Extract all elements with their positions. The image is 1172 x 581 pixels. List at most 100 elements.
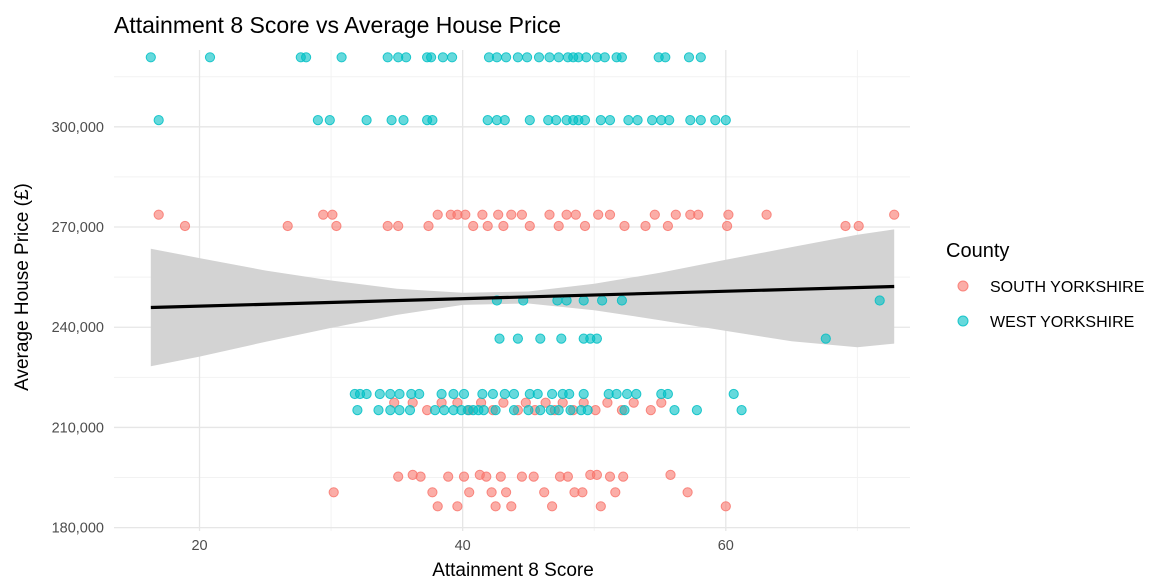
data-point-west-yorkshire — [660, 52, 671, 63]
data-point-south-yorkshire — [486, 487, 497, 498]
data-point-west-yorkshire — [401, 52, 412, 63]
data-point-south-yorkshire — [645, 405, 656, 416]
data-point-west-yorkshire — [578, 295, 589, 306]
data-point-south-yorkshire — [591, 469, 603, 480]
data-point-south-yorkshire — [720, 501, 731, 512]
data-point-west-yorkshire — [683, 52, 695, 63]
data-point-west-yorkshire — [512, 52, 524, 63]
data-point-west-yorkshire — [336, 52, 347, 63]
data-point-west-yorkshire — [582, 405, 593, 416]
data-point-west-yorkshire — [145, 52, 156, 63]
data-point-south-yorkshire — [393, 471, 404, 482]
data-point-west-yorkshire — [553, 405, 564, 416]
data-point-west-yorkshire — [695, 115, 706, 126]
data-point-west-yorkshire — [611, 388, 622, 400]
data-point-south-yorkshire — [452, 501, 463, 512]
data-point-south-yorkshire — [665, 469, 676, 480]
data-point-west-yorkshire — [439, 405, 450, 416]
data-point-west-yorkshire — [728, 388, 739, 400]
data-point-west-yorkshire — [487, 388, 498, 400]
data-point-west-yorkshire — [374, 388, 385, 400]
data-point-south-yorkshire — [495, 471, 506, 482]
data-point-south-yorkshire — [432, 501, 443, 512]
x-tick-label: 60 — [718, 538, 734, 554]
data-point-south-yorkshire — [562, 471, 574, 482]
data-point-south-yorkshire — [432, 209, 443, 220]
data-point-west-yorkshire — [532, 388, 543, 400]
legend-key-south-yorkshire — [957, 280, 969, 292]
data-point-south-yorkshire — [482, 220, 493, 232]
data-point-west-yorkshire — [553, 52, 564, 63]
data-point-west-yorkshire — [535, 333, 546, 344]
data-point-west-yorkshire — [414, 388, 425, 400]
data-point-south-yorkshire — [602, 397, 613, 408]
data-point-west-yorkshire — [204, 52, 216, 63]
data-point-south-yorkshire — [544, 209, 555, 220]
x-tick-label: 40 — [455, 538, 471, 554]
data-point-west-yorkshire — [619, 405, 630, 416]
data-point-south-yorkshire — [761, 209, 772, 220]
data-point-south-yorkshire — [493, 209, 504, 220]
data-point-west-yorkshire — [695, 52, 706, 63]
data-point-west-yorkshire — [426, 52, 437, 63]
data-point-south-yorkshire — [579, 220, 591, 232]
data-point-south-yorkshire — [547, 501, 558, 512]
data-point-west-yorkshire — [565, 405, 576, 416]
data-point-west-yorkshire — [385, 405, 396, 416]
data-point-west-yorkshire — [352, 405, 363, 416]
data-point-west-yorkshire — [482, 115, 493, 126]
data-point-west-yorkshire — [664, 115, 675, 126]
data-point-west-yorkshire — [394, 405, 405, 416]
trend-line — [150, 284, 895, 310]
y-tick-label: 270,000 — [52, 220, 104, 236]
data-point-west-yorkshire — [691, 405, 703, 416]
data-point-west-yorkshire — [386, 115, 397, 126]
data-point-south-yorkshire — [331, 220, 342, 232]
legend-label-west-yorkshire: WEST YORKSHIRE — [990, 314, 1134, 331]
data-point-south-yorkshire — [693, 209, 704, 220]
data-point-west-yorkshire — [591, 333, 603, 344]
data-point-south-yorkshire — [593, 209, 604, 220]
data-point-south-yorkshire — [553, 220, 564, 232]
data-point-south-yorkshire — [682, 487, 693, 498]
data-point-west-yorkshire — [524, 115, 535, 126]
data-point-south-yorkshire — [282, 220, 293, 232]
data-point-west-yorkshire — [578, 388, 589, 400]
data-point-south-yorkshire — [498, 220, 509, 232]
data-point-south-yorkshire — [561, 209, 572, 220]
data-point-west-yorkshire — [437, 52, 448, 63]
data-point-south-yorkshire — [153, 209, 164, 220]
data-point-west-yorkshire — [361, 115, 372, 126]
y-tick-label: 240,000 — [52, 320, 104, 336]
data-point-west-yorkshire — [501, 52, 512, 63]
data-point-south-yorkshire — [618, 471, 629, 482]
data-point-west-yorkshire — [436, 388, 447, 400]
data-point-west-yorkshire — [153, 115, 164, 126]
data-point-west-yorkshire — [564, 388, 575, 400]
y-axis-title: Average House Price (£) — [12, 183, 33, 391]
data-point-south-yorkshire — [670, 209, 681, 220]
data-point-south-yorkshire — [640, 220, 651, 232]
legend-key-west-yorkshire — [957, 315, 969, 327]
data-point-west-yorkshire — [685, 115, 696, 126]
data-point-west-yorkshire — [581, 52, 592, 63]
data-point-west-yorkshire — [599, 52, 610, 63]
data-point-south-yorkshire — [610, 487, 621, 498]
data-point-south-yorkshire — [722, 220, 733, 232]
legend-title: County — [946, 240, 1009, 262]
data-point-south-yorkshire — [570, 209, 581, 220]
data-point-south-yorkshire — [382, 220, 393, 232]
data-point-south-yorkshire — [468, 220, 479, 232]
x-axis-title: Attainment 8 Score — [432, 560, 594, 581]
data-point-south-yorkshire — [577, 487, 588, 498]
data-point-west-yorkshire — [597, 295, 608, 306]
data-point-south-yorkshire — [460, 209, 471, 220]
data-point-west-yorkshire — [595, 115, 606, 126]
data-point-south-yorkshire — [604, 209, 616, 220]
y-tick-label: 300,000 — [52, 120, 104, 136]
data-point-south-yorkshire — [327, 209, 338, 220]
data-point-south-yorkshire — [464, 487, 475, 498]
data-point-south-yorkshire — [501, 487, 512, 498]
data-point-south-yorkshire — [481, 471, 492, 482]
data-point-west-yorkshire — [394, 388, 405, 400]
